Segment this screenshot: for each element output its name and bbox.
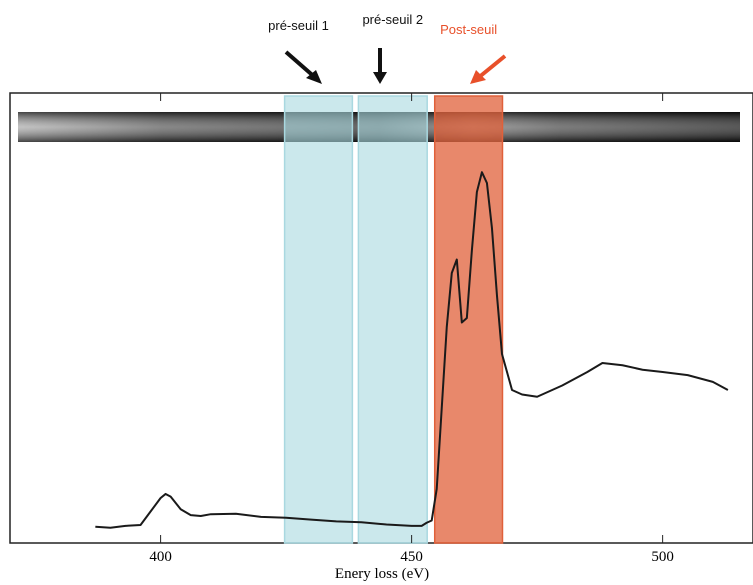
arrow xyxy=(476,54,507,80)
x-axis-label: Enery loss (eV) xyxy=(335,566,429,582)
x-tick-label: 500 xyxy=(651,549,674,565)
region xyxy=(357,95,428,544)
region xyxy=(283,95,354,544)
arrow-head xyxy=(470,70,486,84)
region-label: pré-seuil 2 xyxy=(362,12,423,27)
x-tick-label: 400 xyxy=(149,549,172,565)
region-label: pré-seuil 1 xyxy=(268,18,329,33)
region xyxy=(433,95,504,544)
region-label: Post-seuil xyxy=(440,22,497,37)
arrow-head xyxy=(306,70,322,84)
spectrum-line xyxy=(95,171,729,529)
x-tick-label: 450 xyxy=(400,549,423,565)
arrow-head xyxy=(373,72,387,84)
